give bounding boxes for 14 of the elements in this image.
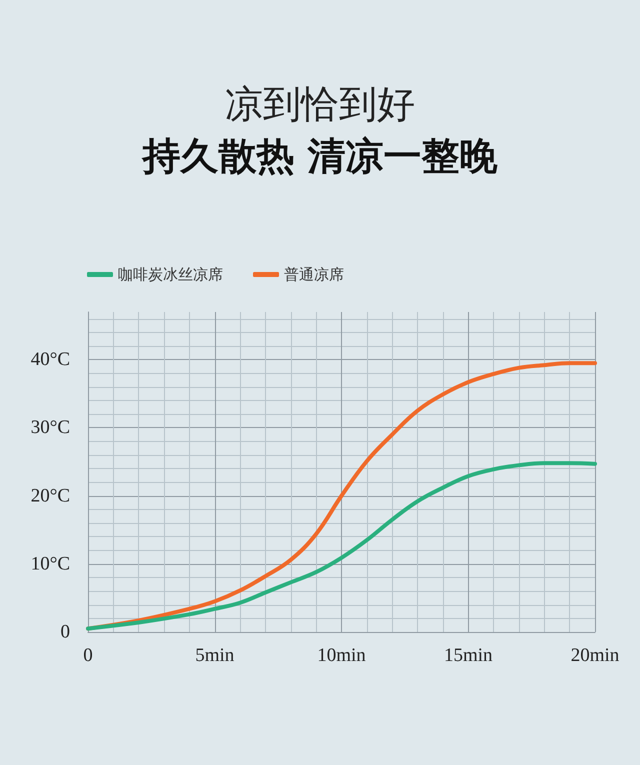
- x-tick-label: 5min: [195, 645, 235, 666]
- x-tick-label: 10min: [317, 645, 366, 666]
- y-tick-label: 0: [60, 622, 70, 642]
- y-tick-label: 10°C: [30, 553, 70, 574]
- chart-title: 凉到恰到好: [225, 82, 415, 126]
- x-tick-label: 20min: [570, 645, 620, 666]
- x-tick-label: 0: [83, 645, 93, 666]
- legend-label: 普通凉席: [284, 266, 344, 284]
- y-tick-label: 40°C: [30, 349, 70, 370]
- y-tick-label: 30°C: [30, 417, 70, 438]
- chart-subtitle: 持久散热 清凉一整晚: [140, 134, 498, 178]
- x-tick-label: 15min: [444, 645, 494, 666]
- legend-label: 咖啡炭冰丝凉席: [118, 266, 223, 284]
- y-tick-label: 20°C: [30, 485, 70, 506]
